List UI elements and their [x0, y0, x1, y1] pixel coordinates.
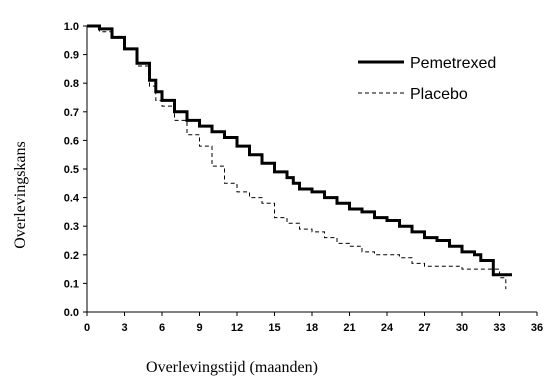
- x-tick-label: 18: [306, 322, 318, 334]
- series-line-placebo: [87, 25, 507, 290]
- x-tick-label: 6: [159, 322, 165, 334]
- y-tick-label: 0.2: [64, 250, 79, 262]
- y-tick-label: 0.6: [64, 135, 79, 147]
- x-tick-label: 15: [268, 322, 280, 334]
- y-tick-label: 0.5: [64, 164, 79, 176]
- x-tick-label: 12: [231, 322, 243, 334]
- y-tick-label: 0.0: [64, 307, 79, 319]
- y-axis-ticks: 0.0 0.1 0.2 0.3 0.4 0.5 0.6 0.7 0.8 0.9 1.0: [64, 21, 87, 319]
- x-tick-label: 21: [343, 322, 355, 334]
- series-lines: [87, 24, 512, 290]
- y-tick-label: 0.4: [64, 193, 80, 205]
- x-tick-label: 36: [531, 322, 543, 334]
- y-tick-label: 1.0: [64, 21, 79, 33]
- y-tick-label: 0.3: [64, 221, 79, 233]
- x-tick-label: 0: [84, 322, 90, 334]
- legend-label-placebo: Placebo: [410, 86, 468, 103]
- x-axis-title: Overlevingstijd (maanden): [146, 359, 318, 376]
- y-tick-label: 0.7: [64, 107, 79, 119]
- y-axis-title: Overlevingskans: [12, 141, 29, 249]
- x-tick-label: 3: [121, 322, 127, 334]
- x-tick-label: 33: [493, 322, 505, 334]
- y-tick-label: 0.8: [64, 78, 79, 90]
- y-tick-label: 0.9: [64, 50, 79, 62]
- x-tick-label: 24: [381, 322, 394, 334]
- x-axis-ticks: 0 3 6 9 12 15 18 21 24 27 30 33 36: [84, 312, 543, 334]
- x-tick-label: 30: [456, 322, 468, 334]
- y-tick-label: 0.1: [64, 278, 79, 290]
- legend-label-pemetrexed: Pemetrexed: [410, 55, 496, 72]
- series-line-pemetrexed: [87, 24, 512, 277]
- x-tick-label: 27: [418, 322, 430, 334]
- x-tick-label: 9: [196, 322, 202, 334]
- legend: Pemetrexed Placebo: [358, 55, 496, 103]
